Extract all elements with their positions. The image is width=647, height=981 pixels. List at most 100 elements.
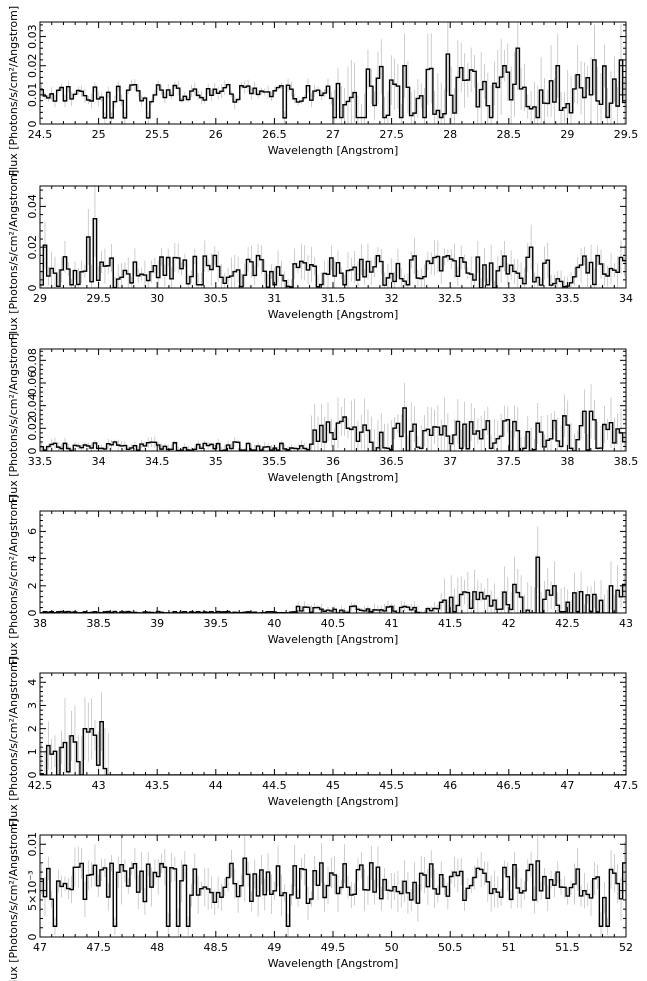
x-tick-label: 38.5	[614, 455, 639, 468]
error-bars	[41, 835, 625, 937]
x-axis-title: Wavelength [Angstrom]	[268, 308, 399, 321]
spectrum-line	[40, 407, 626, 451]
x-tick-label: 41.5	[438, 617, 463, 630]
x-tick-label: 32	[385, 292, 399, 305]
x-tick-label: 34	[619, 292, 633, 305]
x-tick-label: 42.5	[28, 779, 53, 792]
y-axis-title: Flux [Photons/s/cm²/Angstrom]	[7, 170, 20, 340]
x-tick-label: 47.5	[614, 779, 639, 792]
x-tick-label: 39.5	[204, 617, 229, 630]
x-tick-label: 29	[33, 292, 47, 305]
spectrum-data-group	[40, 22, 626, 124]
x-tick-label: 45.5	[379, 779, 404, 792]
y-tick-label: 6	[26, 528, 39, 535]
x-tick-label: 44	[209, 779, 223, 792]
x-tick-label: 47.5	[86, 941, 111, 954]
x-tick-label: 26	[209, 128, 223, 141]
x-tick-label: 30	[150, 292, 164, 305]
x-axis-title: Wavelength [Angstrom]	[268, 795, 399, 808]
x-tick-label: 27	[326, 128, 340, 141]
y-tick-label: 0.01	[26, 83, 39, 108]
y-tick-label: 0.02	[26, 416, 39, 441]
x-tick-label: 49	[267, 941, 281, 954]
x-tick-label: 46	[443, 779, 457, 792]
x-tick-label: 47	[33, 941, 47, 954]
spectrum-data-group	[40, 526, 626, 613]
y-tick-label: 0.06	[26, 371, 39, 396]
y-tick-label: 1	[26, 748, 39, 755]
x-tick-label: 46.5	[497, 779, 522, 792]
y-axis-title: Flux [Photons/s/cm²/Angstrom]	[7, 495, 20, 665]
spectrum-panel-6: 47 47.5 48 48.5 49 49.5 50 50.5 51 51.5 52 0 5×10⁻³ 0…	[7, 819, 633, 981]
x-tick-label: 27.5	[379, 128, 404, 141]
spectrum-panel-3: 33.5 34 34.5 35 35.5 36 36.5 37 37.5 38 38.500.020…	[7, 333, 638, 503]
x-tick-label: 33	[502, 292, 516, 305]
x-tick-label: 45	[326, 779, 340, 792]
y-axis-title: Flux [Photons/s/cm²/Angstrom]	[7, 819, 20, 981]
x-tick-label: 31.5	[321, 292, 346, 305]
y-tick-label: 0.03	[26, 24, 39, 49]
y-tick-label: 0	[26, 610, 39, 617]
y-tick-label: 2	[26, 582, 39, 589]
y-tick-label: 0.02	[26, 53, 39, 78]
x-tick-label: 31	[267, 292, 281, 305]
y-tick-label: 0.08	[26, 348, 39, 373]
y-tick-label: 0	[26, 934, 39, 941]
x-axis-title: Wavelength [Angstrom]	[268, 471, 399, 484]
y-tick-label: 4	[26, 679, 39, 686]
spectrum-line	[40, 857, 626, 927]
x-tick-label: 24.5	[28, 128, 53, 141]
spectrum-line	[40, 720, 626, 775]
y-tick-label: 0	[26, 121, 39, 128]
x-tick-label: 48	[150, 941, 164, 954]
y-tick-label: 0.01	[26, 832, 39, 857]
y-tick-label: 0.02	[26, 235, 39, 260]
x-axis-title: Wavelength [Angstrom]	[268, 957, 399, 970]
spectrum-panel-1: 24.5 25 25.5 26 26.5 27 27.5 28 28.5 29 29.5 0 0.01 0…	[7, 6, 638, 176]
x-tick-label: 50.5	[438, 941, 463, 954]
x-tick-label: 44.5	[262, 779, 287, 792]
x-tick-label: 40.5	[321, 617, 346, 630]
x-tick-label: 43	[92, 779, 106, 792]
x-tick-label: 43.5	[145, 779, 170, 792]
x-tick-label: 47	[560, 779, 574, 792]
x-tick-label: 49.5	[321, 941, 346, 954]
x-tick-label: 28.5	[497, 128, 522, 141]
x-tick-label: 38	[560, 455, 574, 468]
spectrum-line	[40, 217, 626, 288]
x-tick-label: 30.5	[204, 292, 229, 305]
x-tick-label: 29.5	[86, 292, 111, 305]
x-tick-label: 39	[150, 617, 164, 630]
y-tick-label: 3	[26, 702, 39, 709]
x-tick-label: 32.5	[438, 292, 463, 305]
x-tick-label: 38.5	[86, 617, 111, 630]
x-tick-label: 35	[209, 455, 223, 468]
x-tick-label: 43	[619, 617, 633, 630]
x-tick-label: 51.5	[555, 941, 580, 954]
error-bars	[41, 692, 109, 775]
x-tick-label: 35.5	[262, 455, 287, 468]
x-tick-label: 33.5	[555, 292, 580, 305]
y-axis-title: Flux [Photons/s/cm²/Angstrom]	[7, 6, 20, 176]
x-tick-label: 36.5	[379, 455, 404, 468]
x-tick-label: 28	[443, 128, 457, 141]
x-tick-label: 42.5	[555, 617, 580, 630]
x-tick-label: 29.5	[614, 128, 639, 141]
y-tick-label: 4	[26, 555, 39, 562]
spectrum-line	[40, 47, 626, 119]
x-tick-label: 36	[326, 455, 340, 468]
x-tick-label: 50	[385, 941, 399, 954]
y-axis-title: Flux [Photons/s/cm²/Angstrom]	[7, 333, 20, 503]
plot-frame	[39, 672, 627, 776]
x-tick-label: 37.5	[497, 455, 522, 468]
x-axis-title: Wavelength [Angstrom]	[268, 633, 399, 646]
spectrum-panel-5: 42.5 43 43.5 44 44.5 45 45.5 46 46.5 47 47.5 0 1 2 3 4 W…	[7, 657, 638, 827]
x-tick-label: 37	[443, 455, 457, 468]
x-tick-label: 40	[267, 617, 281, 630]
x-tick-label: 42	[502, 617, 516, 630]
y-tick-label: 0	[26, 448, 39, 455]
x-tick-label: 52	[619, 941, 633, 954]
y-tick-label: 5×10⁻³	[26, 870, 39, 910]
